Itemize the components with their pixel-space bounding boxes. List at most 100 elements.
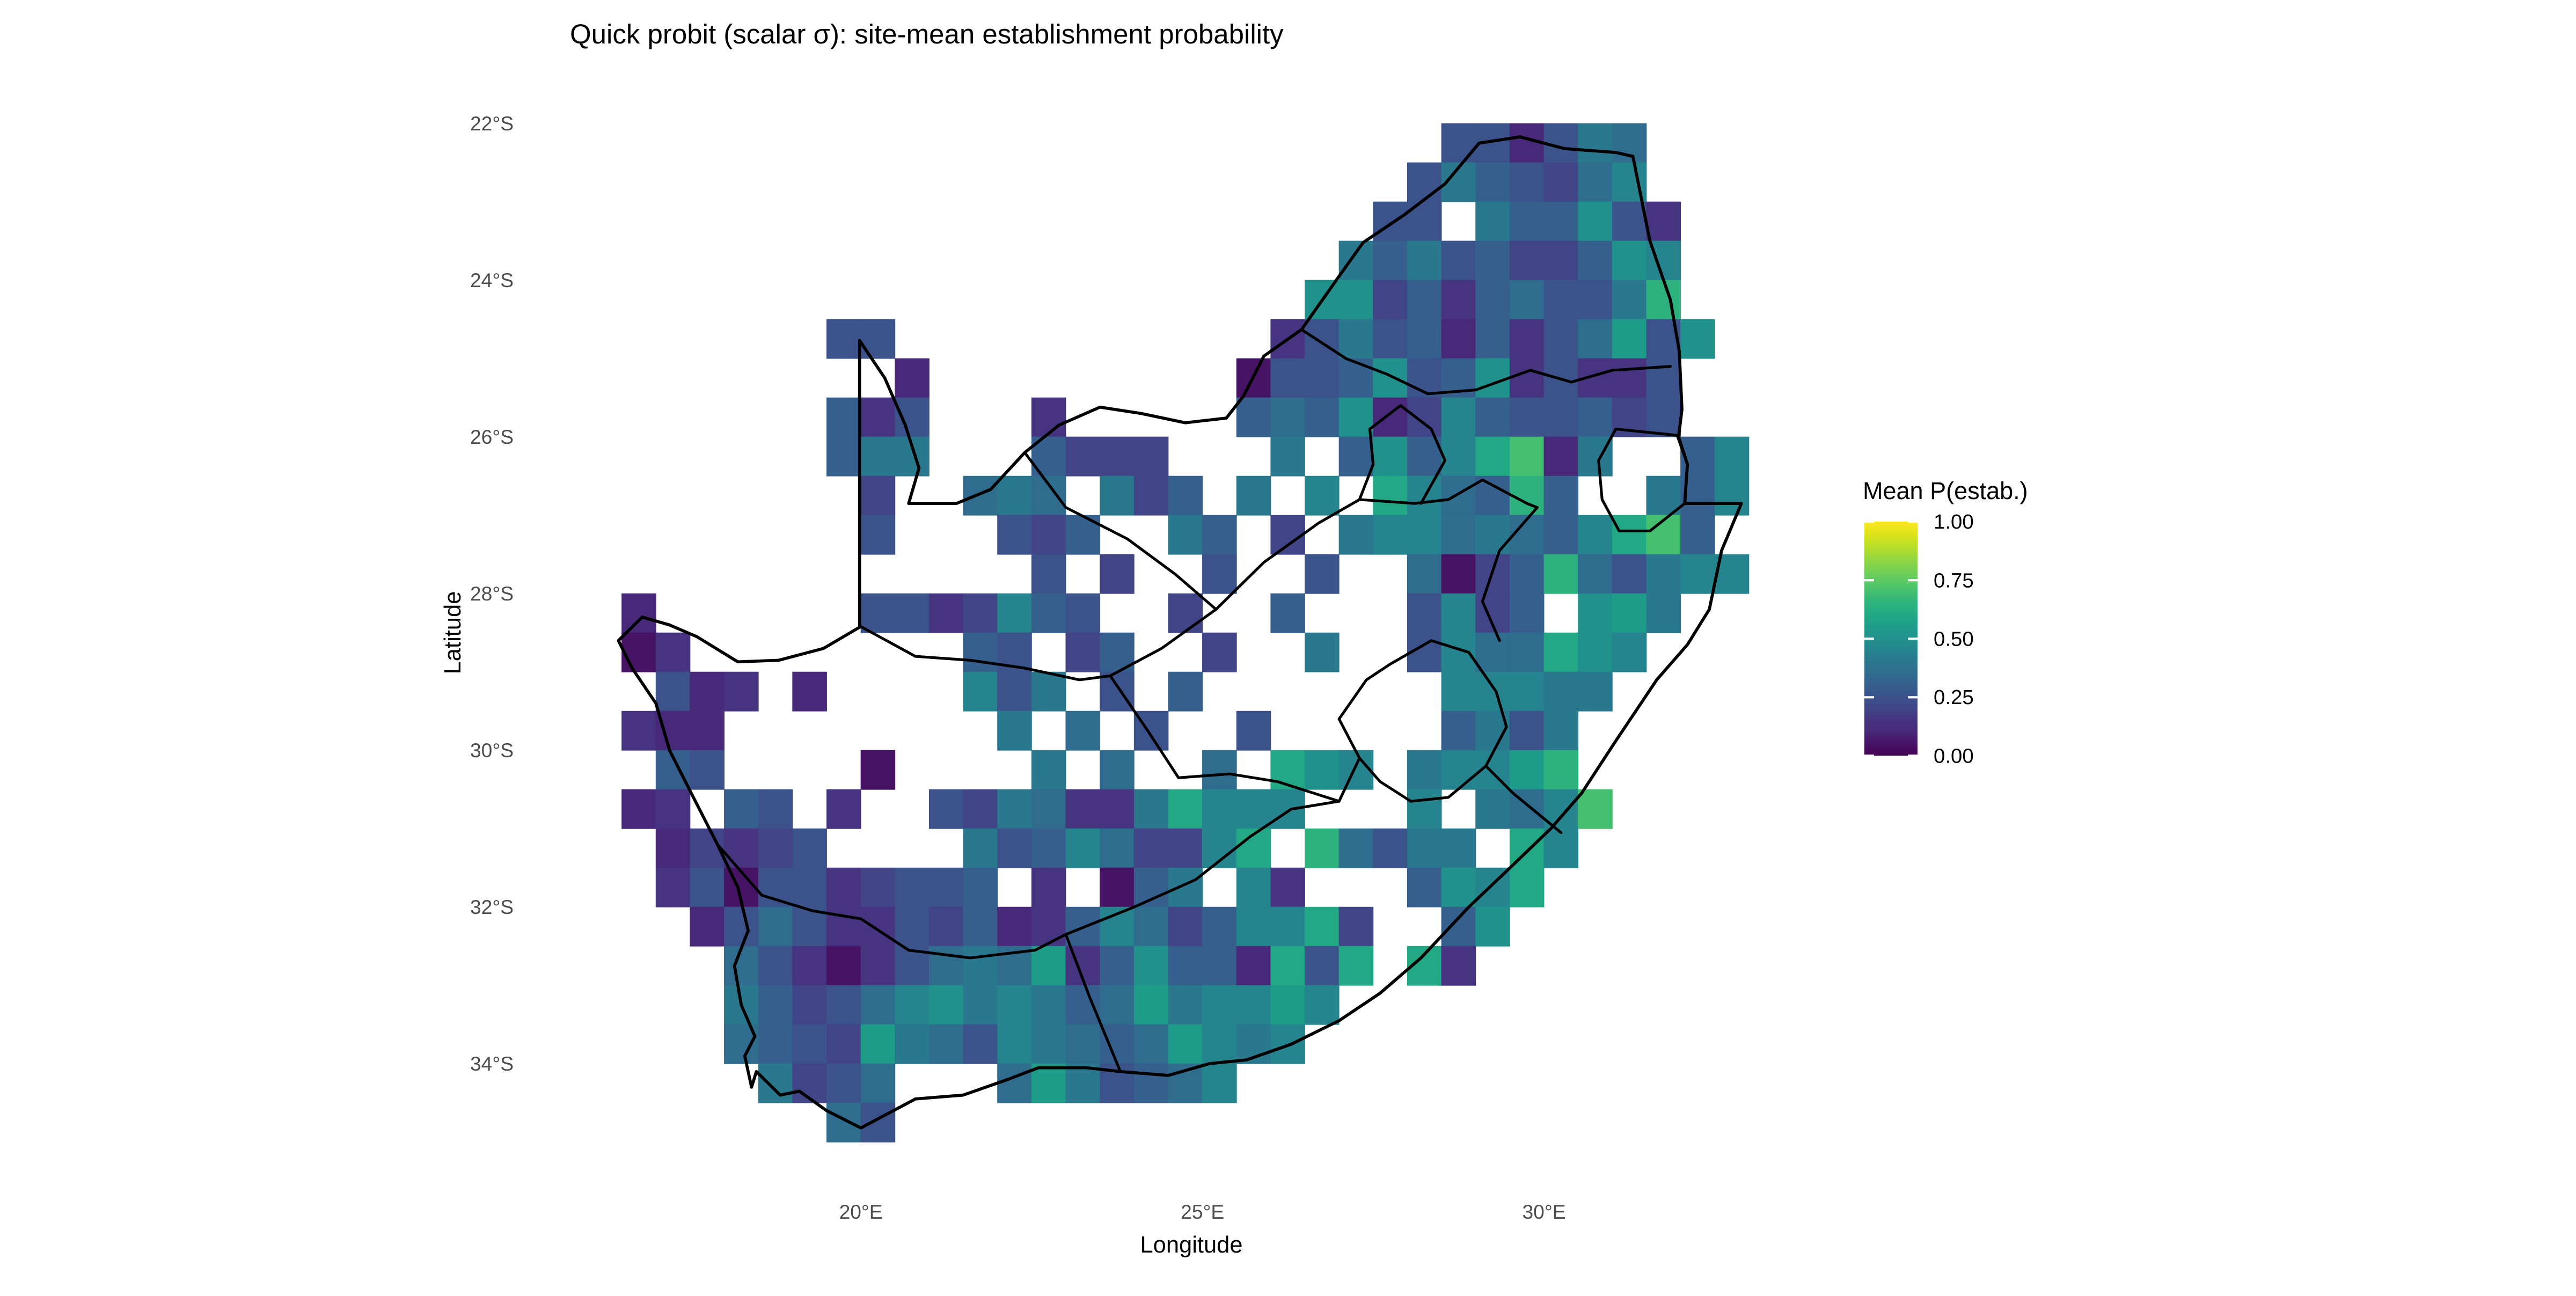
map-tile <box>758 1024 793 1064</box>
map-tile <box>1202 554 1237 594</box>
map-tile <box>1236 985 1271 1025</box>
map-tile <box>895 985 930 1025</box>
map-tile <box>1612 593 1647 633</box>
map-tile <box>826 1102 861 1143</box>
map-tile <box>1407 828 1442 868</box>
map-tile <box>1509 554 1545 594</box>
province-border <box>1300 328 1672 396</box>
map-tile <box>1031 554 1066 594</box>
map-tile <box>1543 711 1579 751</box>
map-tile <box>1031 1024 1066 1064</box>
map-tile <box>1373 436 1408 477</box>
map-tile <box>1441 711 1476 751</box>
south-africa-outline <box>617 135 1743 1130</box>
map-tile <box>860 1102 896 1143</box>
map-tile <box>860 397 896 437</box>
map-tile <box>826 1063 861 1103</box>
map-tile <box>1065 711 1101 751</box>
map-tile <box>1100 867 1135 907</box>
map-tile <box>655 789 691 829</box>
map-tile <box>860 515 896 555</box>
map-tile <box>1407 240 1442 281</box>
map-tile <box>1305 946 1340 986</box>
province-border <box>859 625 1361 803</box>
map-tile <box>1373 240 1408 281</box>
map-tile <box>860 1063 896 1103</box>
map-tile <box>1031 789 1066 829</box>
map-tile <box>963 671 998 712</box>
map-tile <box>1407 319 1442 359</box>
map-tile <box>1475 475 1510 516</box>
map-tile <box>963 828 998 868</box>
map-tile <box>1441 475 1476 516</box>
map-tile <box>1236 906 1271 947</box>
map-tile <box>1338 828 1374 868</box>
map-tile <box>826 319 861 359</box>
map-tile <box>860 946 896 986</box>
map-tile <box>690 750 724 790</box>
map-tile <box>1441 515 1476 555</box>
map-tile <box>1441 397 1476 437</box>
map-tile <box>1646 358 1681 398</box>
map-tile <box>1305 906 1340 947</box>
map-tile <box>1441 946 1476 986</box>
map-tile <box>621 632 656 672</box>
x-axis-title: Longitude <box>1140 1232 1242 1258</box>
map-tile <box>1202 750 1237 790</box>
map-tile <box>1680 515 1715 555</box>
legend: Mean P(estab.) 1.00 0.75 0.50 0.25 0.00 <box>1863 477 2028 767</box>
map-tile <box>1407 280 1442 320</box>
map-tile <box>690 671 724 712</box>
map-tile <box>1100 946 1135 986</box>
map-tile <box>1612 280 1647 320</box>
map-tile <box>1338 319 1374 359</box>
map-tile <box>690 867 724 907</box>
map-tile <box>895 593 930 633</box>
map-tile <box>1509 162 1545 202</box>
map-tile <box>997 985 1032 1025</box>
map-tile <box>963 946 998 986</box>
map-tile <box>1441 123 1476 163</box>
map-tile <box>1578 240 1613 281</box>
map-tile <box>1509 867 1545 907</box>
map-tile <box>1168 946 1203 986</box>
map-tile <box>1100 554 1135 594</box>
province-border <box>1358 404 1447 505</box>
y-tick-label: 26°S <box>470 426 514 448</box>
map-tile <box>1270 985 1305 1025</box>
map-tile <box>1680 319 1715 359</box>
y-tick-label: 22°S <box>470 112 514 135</box>
map-tile <box>895 358 930 398</box>
x-tick-label: 25°E <box>1181 1200 1224 1223</box>
map-tile <box>1578 789 1613 829</box>
map-tile <box>1543 554 1579 594</box>
map-tile <box>1168 828 1203 868</box>
map-tile <box>1543 632 1579 672</box>
map-tile <box>997 593 1032 633</box>
y-tick-label: 24°S <box>470 269 514 291</box>
map-tile <box>1407 515 1442 555</box>
province-border <box>1481 506 1539 642</box>
map-tile <box>1338 906 1374 947</box>
map-tile <box>1305 319 1340 359</box>
map-tile <box>1133 985 1169 1025</box>
map-tile <box>1646 475 1681 516</box>
map-tile <box>1065 1024 1101 1064</box>
map-tile <box>1168 593 1203 633</box>
map-tile <box>1578 162 1613 202</box>
map-tile <box>1338 750 1374 790</box>
map-tile <box>1509 280 1545 320</box>
map-tile <box>895 397 930 437</box>
map-tile <box>1202 1063 1237 1103</box>
map-tile <box>1270 397 1305 437</box>
map-tile <box>621 711 656 751</box>
map-tile <box>655 632 691 672</box>
map-tile <box>1646 554 1681 594</box>
map-tile <box>1475 201 1510 241</box>
map-tile <box>1578 201 1613 241</box>
map-tile <box>860 593 896 633</box>
map-tile <box>928 1024 964 1064</box>
map-tile <box>928 946 964 986</box>
map-tile <box>997 515 1032 555</box>
map-tile <box>826 867 861 907</box>
